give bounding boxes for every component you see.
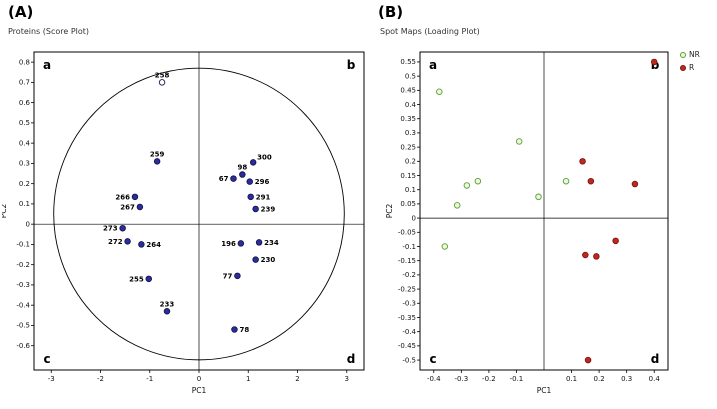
svg-text:0.4: 0.4 — [649, 375, 661, 383]
svg-text:-0.2: -0.2 — [16, 261, 30, 269]
svg-text:0.05: 0.05 — [400, 200, 416, 208]
panel-a-title: Proteins (Score Plot) — [8, 27, 90, 36]
svg-text:2: 2 — [295, 375, 299, 383]
svg-text:0.6: 0.6 — [19, 99, 31, 107]
legend-label-nr: NR — [689, 50, 700, 59]
svg-text:0.45: 0.45 — [400, 87, 416, 95]
svg-text:0.1: 0.1 — [19, 200, 30, 208]
svg-text:PC1: PC1 — [537, 386, 552, 395]
svg-text:-0.15: -0.15 — [398, 257, 416, 265]
svg-text:0.55: 0.55 — [400, 58, 416, 66]
legend: NR R — [680, 50, 700, 76]
svg-text:0.4: 0.4 — [19, 139, 31, 147]
svg-text:d: d — [651, 352, 660, 366]
svg-text:67: 67 — [219, 175, 229, 183]
svg-text:0.25: 0.25 — [400, 143, 416, 151]
svg-text:0: 0 — [26, 220, 30, 228]
svg-text:-0.2: -0.2 — [482, 375, 496, 383]
svg-text:230: 230 — [261, 256, 276, 264]
svg-text:0: 0 — [197, 375, 201, 383]
loading-plot: -0.4 -0.3 -0.2 -0.1 0.1 0.2 0.3 0.4 0.55 0.5 0.45 0… — [385, 51, 669, 395]
svg-text:PC1: PC1 — [192, 386, 207, 395]
svg-text:-0.25: -0.25 — [398, 285, 416, 293]
svg-text:0.8: 0.8 — [19, 58, 30, 66]
svg-text:255: 255 — [129, 275, 144, 283]
legend-item-r: R — [680, 63, 700, 72]
svg-text:0.4: 0.4 — [405, 101, 417, 109]
svg-text:0.1: 0.1 — [405, 186, 416, 194]
svg-text:0.7: 0.7 — [19, 79, 30, 87]
svg-text:0.1: 0.1 — [566, 375, 577, 383]
svg-text:0.2: 0.2 — [594, 375, 605, 383]
svg-text:0: 0 — [412, 214, 416, 222]
svg-text:0.3: 0.3 — [621, 375, 632, 383]
nr-marker-icon — [680, 51, 686, 58]
svg-text:a: a — [429, 58, 437, 72]
svg-text:a: a — [43, 58, 51, 72]
svg-text:-0.35: -0.35 — [398, 314, 416, 322]
svg-text:PC2: PC2 — [2, 204, 8, 219]
svg-text:-0.05: -0.05 — [398, 229, 416, 237]
svg-text:234: 234 — [264, 239, 279, 247]
svg-text:-0.5: -0.5 — [16, 322, 30, 330]
svg-text:PC2: PC2 — [385, 204, 394, 219]
svg-text:258: 258 — [155, 71, 170, 79]
svg-text:-0.5: -0.5 — [402, 356, 416, 364]
svg-text:-0.45: -0.45 — [398, 342, 416, 350]
svg-text:0.3: 0.3 — [19, 160, 30, 168]
svg-text:3: 3 — [345, 375, 349, 383]
svg-text:-0.1: -0.1 — [16, 241, 30, 249]
svg-text:-0.3: -0.3 — [402, 300, 416, 308]
svg-text:-1: -1 — [146, 375, 153, 383]
svg-text:0.15: 0.15 — [400, 172, 416, 180]
svg-text:0.5: 0.5 — [405, 72, 416, 80]
svg-text:-0.3: -0.3 — [454, 375, 468, 383]
svg-text:239: 239 — [261, 205, 276, 213]
svg-text:-0.6: -0.6 — [16, 342, 30, 350]
svg-text:264: 264 — [146, 241, 161, 249]
svg-text:273: 273 — [103, 225, 118, 233]
legend-item-nr: NR — [680, 50, 700, 59]
svg-text:b: b — [347, 58, 356, 72]
svg-text:233: 233 — [160, 300, 175, 308]
svg-text:77: 77 — [223, 272, 233, 280]
svg-text:98: 98 — [237, 164, 247, 172]
svg-text:1: 1 — [246, 375, 250, 383]
legend-label-r: R — [689, 63, 695, 72]
svg-text:291: 291 — [256, 193, 271, 201]
svg-text:0.2: 0.2 — [405, 158, 416, 166]
panel-b-title: Spot Maps (Loading Plot) — [380, 27, 480, 36]
svg-text:-0.4: -0.4 — [427, 375, 441, 383]
svg-text:196: 196 — [221, 240, 236, 248]
svg-text:-0.1: -0.1 — [402, 243, 416, 251]
score-plot: -3 -2 -1 0 1 2 3 0.8 0.7 0.6 0.5 0.4 0.3 0.2 0.1 0 -0.1 -… — [2, 51, 365, 395]
svg-text:-2: -2 — [97, 375, 104, 383]
svg-text:c: c — [429, 352, 436, 366]
svg-text:259: 259 — [150, 150, 165, 158]
svg-text:0.5: 0.5 — [19, 119, 30, 127]
svg-text:-0.3: -0.3 — [16, 281, 30, 289]
svg-text:267: 267 — [120, 203, 135, 211]
svg-text:-0.4: -0.4 — [402, 328, 416, 336]
svg-text:-3: -3 — [48, 375, 55, 383]
svg-text:d: d — [347, 352, 356, 366]
r-marker-icon — [680, 64, 686, 71]
svg-text:-0.4: -0.4 — [16, 301, 30, 309]
svg-text:0.2: 0.2 — [19, 180, 30, 188]
svg-text:c: c — [43, 352, 50, 366]
svg-text:78: 78 — [239, 326, 249, 334]
svg-text:-0.2: -0.2 — [402, 271, 416, 279]
svg-text:0.3: 0.3 — [405, 129, 416, 137]
svg-text:266: 266 — [115, 193, 130, 201]
svg-text:300: 300 — [257, 153, 272, 161]
svg-text:-0.1: -0.1 — [510, 375, 524, 383]
panel-b-label: (B) — [378, 3, 404, 21]
svg-text:296: 296 — [255, 178, 270, 186]
panel-a-label: (A) — [8, 3, 34, 21]
svg-text:0.35: 0.35 — [400, 115, 416, 123]
svg-text:272: 272 — [108, 238, 123, 246]
